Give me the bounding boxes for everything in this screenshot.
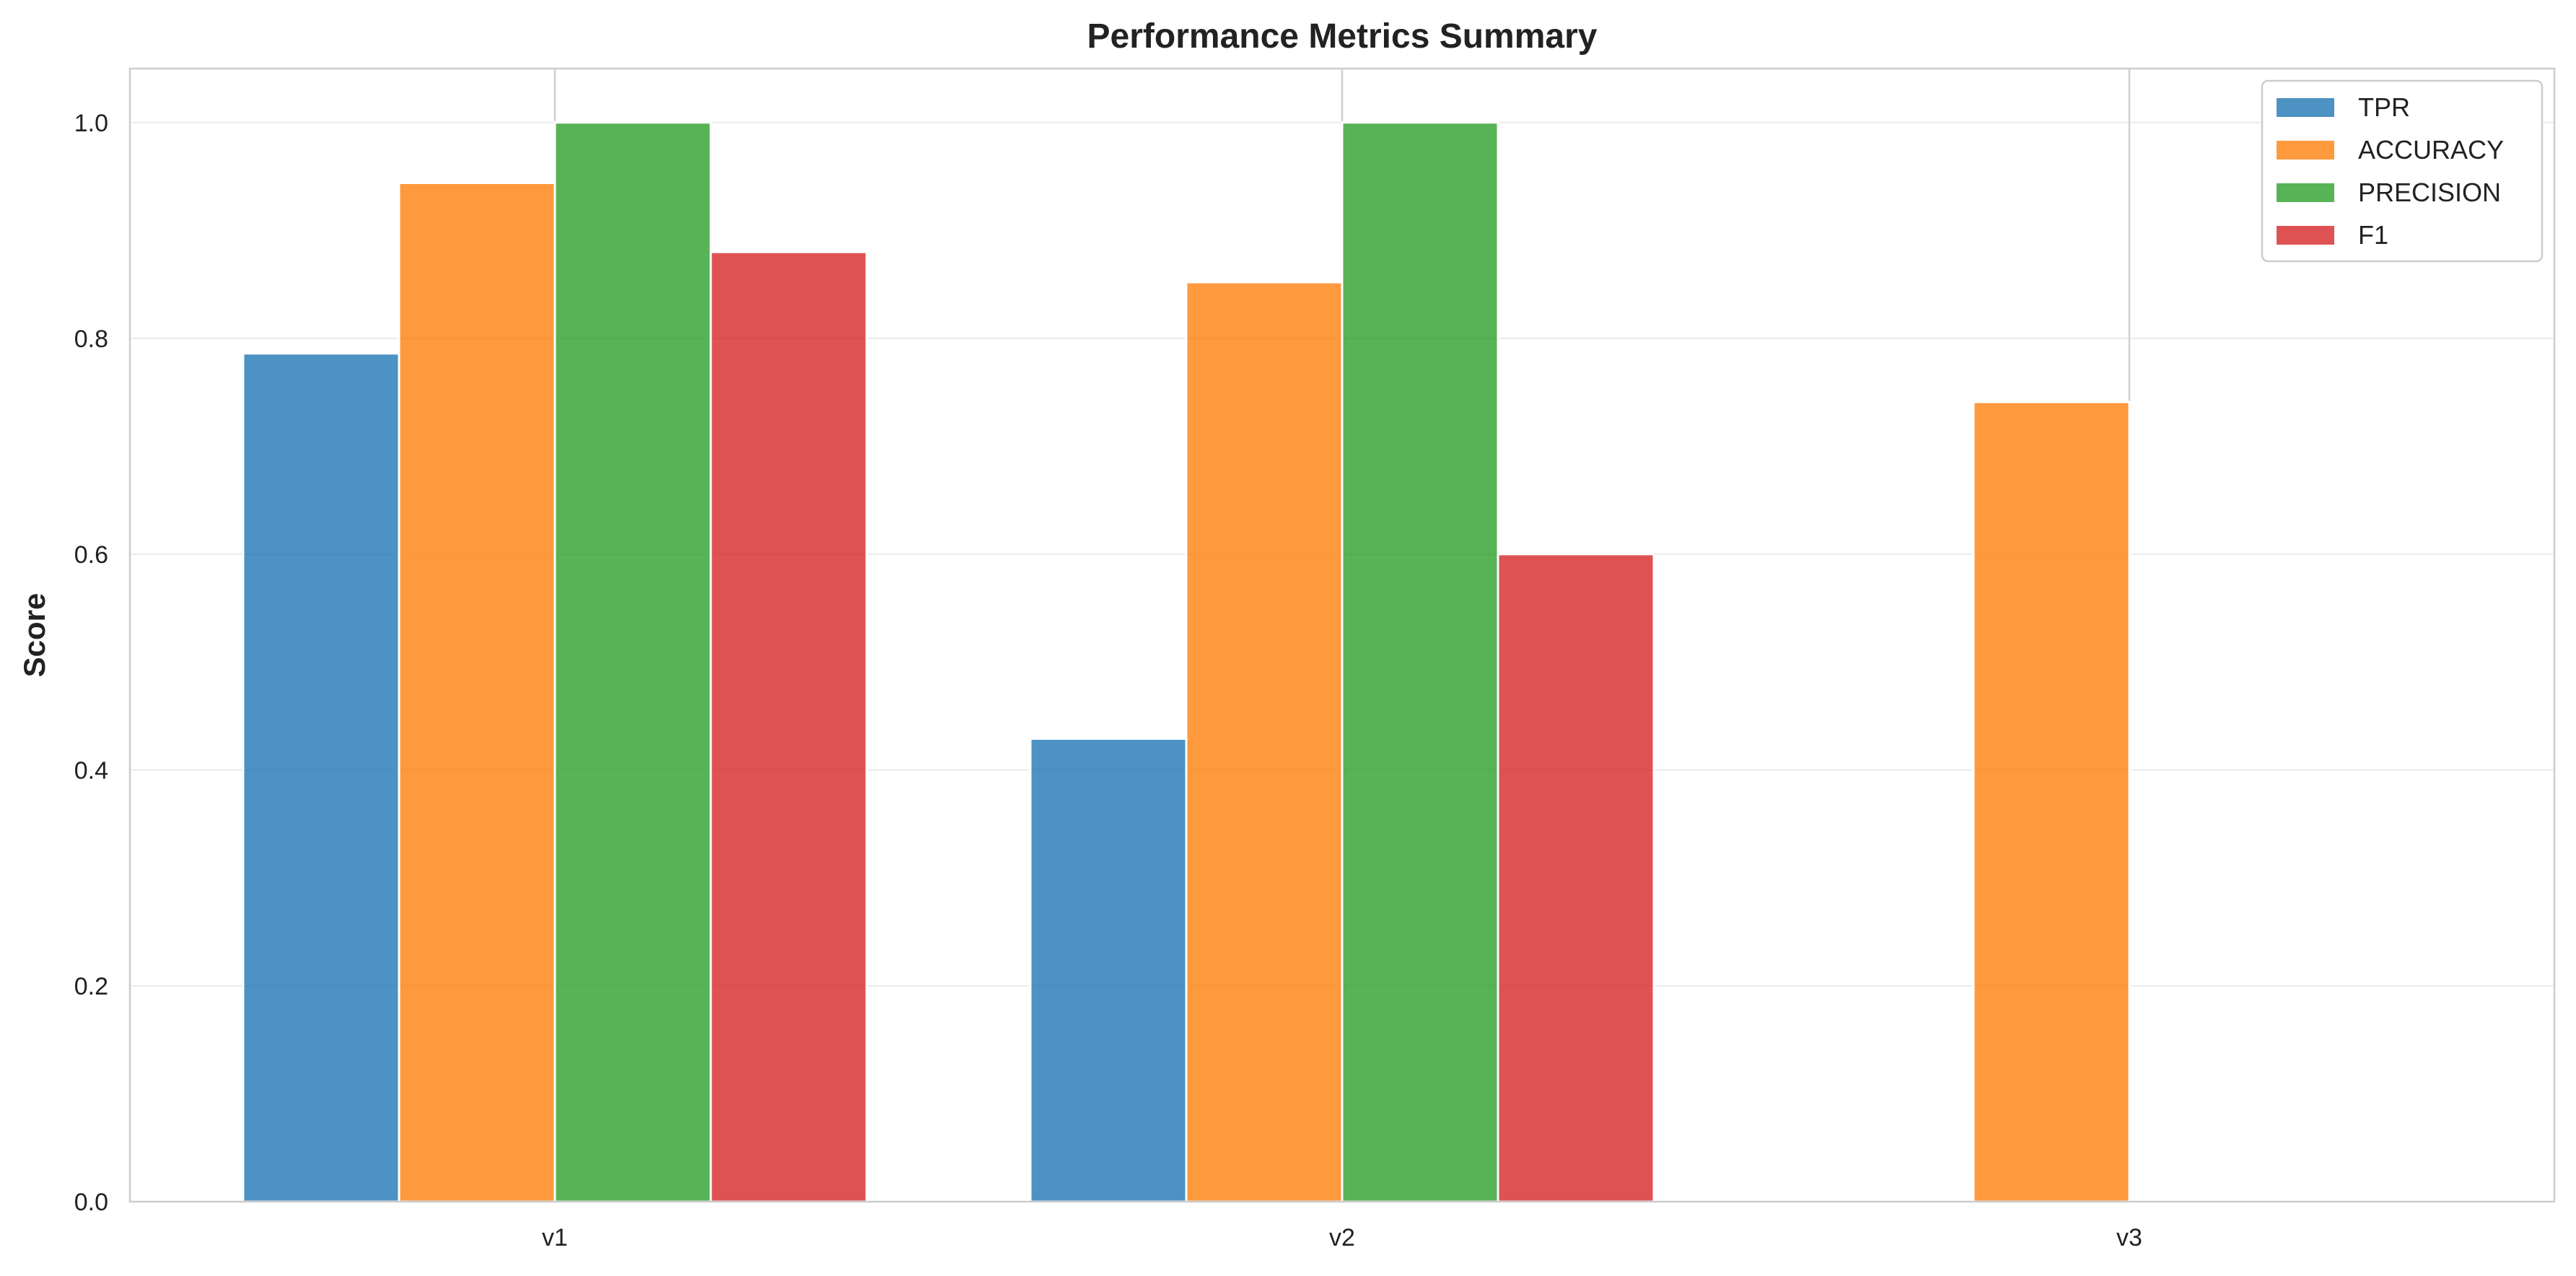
bar-tpr-v2 bbox=[1029, 738, 1188, 1203]
bar-accuracy-v2 bbox=[1185, 281, 1344, 1203]
legend-swatch-f1 bbox=[2277, 226, 2334, 245]
legend-swatch-tpr bbox=[2277, 98, 2334, 117]
bar-tpr-v1 bbox=[242, 352, 400, 1203]
bar-f1-v2 bbox=[1497, 553, 1655, 1203]
x-tick-label: v3 bbox=[2116, 1224, 2142, 1251]
y-tick-label: 0.6 bbox=[74, 541, 108, 569]
legend: TPR ACCURACY PRECISION F1 bbox=[2261, 79, 2544, 263]
y-tick-label: 0.4 bbox=[74, 757, 108, 785]
x-tick-label: v2 bbox=[1329, 1224, 1355, 1251]
bar-f1-v1 bbox=[709, 250, 868, 1203]
legend-label-precision: PRECISION bbox=[2358, 178, 2501, 207]
y-tick-label: 0.0 bbox=[74, 1189, 108, 1216]
bar-accuracy-v1 bbox=[398, 181, 556, 1203]
legend-box bbox=[2261, 79, 2544, 263]
y-tick-label: 1.0 bbox=[74, 110, 108, 137]
legend-label-accuracy: ACCURACY bbox=[2358, 135, 2504, 165]
bar-precision-v2 bbox=[1341, 121, 1499, 1203]
bar-precision-v1 bbox=[553, 121, 712, 1203]
chart-title: Performance Metrics Summary bbox=[1087, 17, 1598, 56]
legend-swatch-precision bbox=[2277, 183, 2334, 202]
y-axis-label: Score bbox=[17, 593, 51, 678]
legend-swatch-accuracy bbox=[2277, 141, 2334, 160]
tick-labels: 0.0 0.2 0.4 0.6 0.8 1.0 v1 v2 v3 bbox=[74, 110, 2142, 1251]
x-tick-label: v1 bbox=[542, 1224, 568, 1251]
bar-accuracy-v3 bbox=[1972, 401, 2131, 1203]
bars bbox=[242, 121, 2131, 1203]
plot-frame bbox=[128, 67, 2556, 1203]
legend-label-tpr: TPR bbox=[2358, 92, 2410, 122]
y-tick-label: 0.2 bbox=[74, 973, 108, 1000]
legend-label-f1: F1 bbox=[2358, 220, 2388, 250]
y-tick-label: 0.8 bbox=[74, 325, 108, 353]
